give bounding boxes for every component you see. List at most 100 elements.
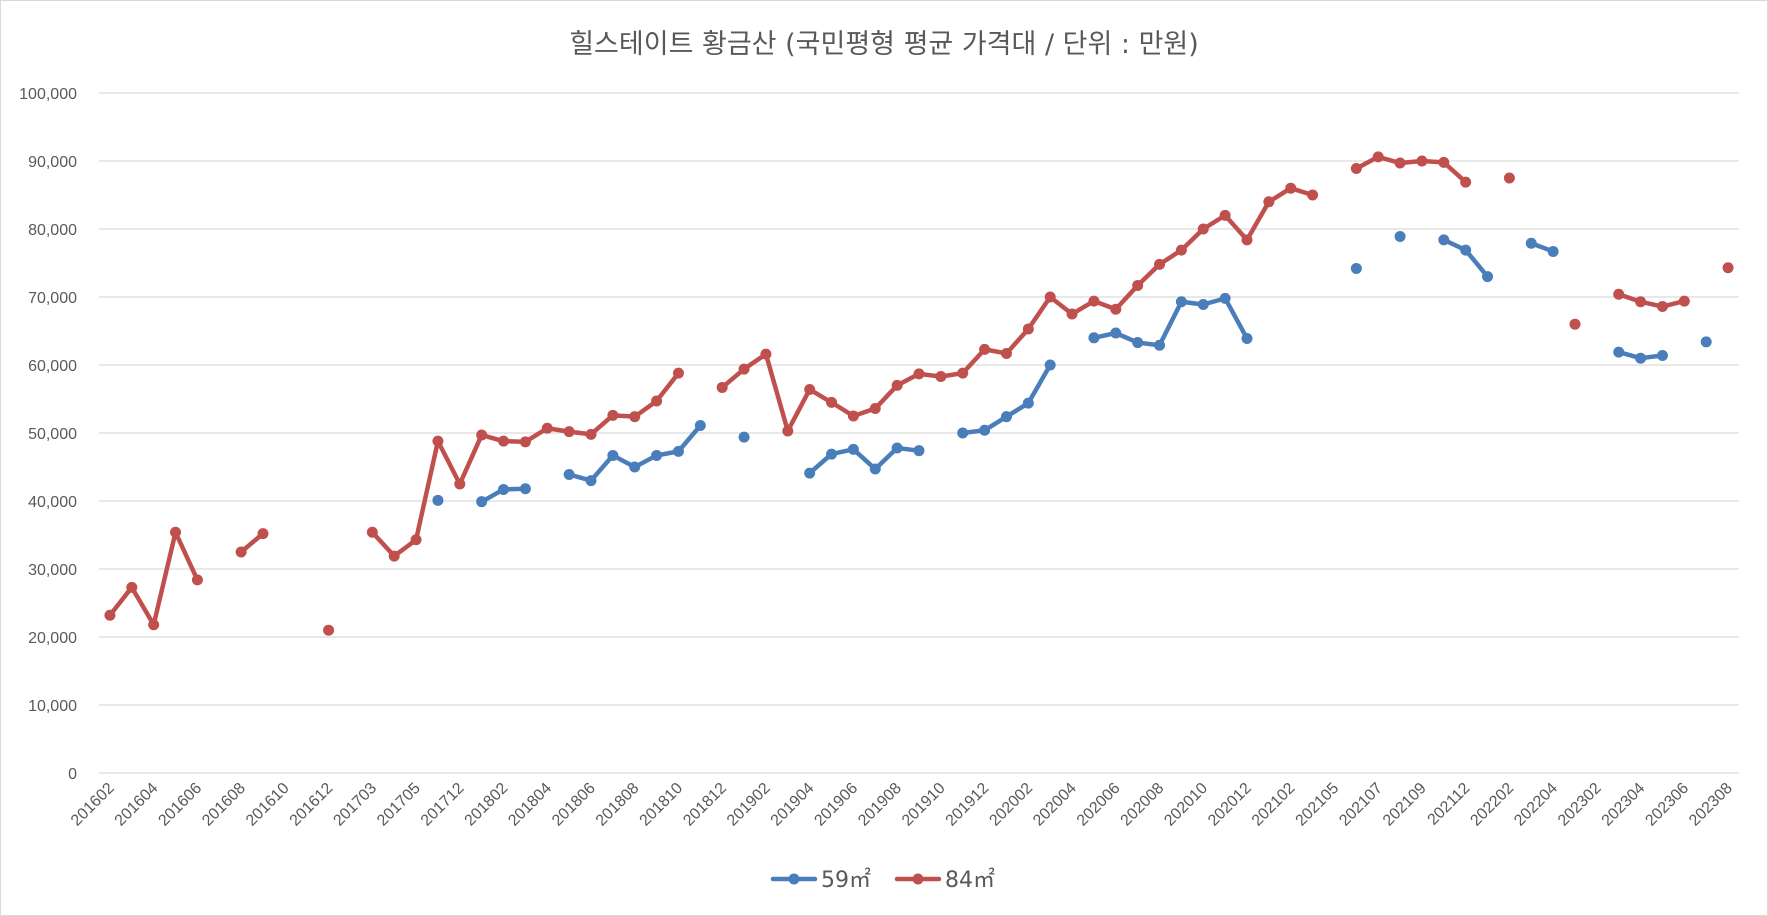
y-tick-label: 90,000 — [28, 154, 77, 171]
data-point — [1263, 196, 1275, 208]
series-line-segment — [676, 423, 703, 454]
data-point — [432, 435, 444, 447]
data-point — [1175, 244, 1187, 256]
data-point — [519, 483, 531, 495]
data-point — [826, 448, 838, 460]
data-point — [1285, 182, 1297, 194]
data-point — [1022, 323, 1034, 335]
data-point — [847, 443, 859, 455]
x-tick-label: 202306 — [1642, 780, 1692, 830]
x-tick-label: 202010 — [1161, 780, 1211, 830]
data-point — [1656, 301, 1668, 313]
data-point — [323, 624, 335, 636]
series-0 — [432, 230, 1712, 508]
y-tick-label: 70,000 — [28, 290, 77, 307]
data-point — [957, 367, 969, 379]
data-point — [1394, 230, 1406, 242]
x-tick-label: 202204 — [1511, 780, 1561, 830]
data-point — [1197, 223, 1209, 235]
series-line-segment — [763, 351, 791, 434]
data-point — [1656, 349, 1668, 361]
data-point — [410, 534, 422, 546]
series-line-segment — [413, 438, 441, 543]
data-point — [1154, 339, 1166, 351]
data-point — [935, 371, 947, 383]
data-point — [672, 367, 684, 379]
data-point — [979, 424, 991, 436]
legend-label: 59㎡ — [821, 867, 871, 893]
x-tick-label: 201612 — [287, 780, 337, 830]
x-tick-label: 202304 — [1599, 780, 1649, 830]
legend-item-1: 84㎡ — [894, 867, 995, 893]
data-point — [1569, 318, 1581, 330]
legend-item-0: 59㎡ — [770, 867, 871, 893]
x-tick-label: 201705 — [374, 780, 424, 830]
data-point — [1175, 296, 1187, 308]
data-point — [629, 411, 641, 423]
series-line-segment — [435, 438, 463, 487]
data-point — [1132, 337, 1144, 349]
series-line-segment — [1463, 247, 1490, 279]
series-line-segment — [1157, 299, 1184, 348]
series-line-segment — [1026, 294, 1053, 332]
data-point — [1613, 346, 1625, 358]
data-point — [957, 427, 969, 439]
data-point — [760, 348, 772, 360]
y-axis-tick-labels: 0 10,000 20,000 30,000 40,000 50,000 60,000 70,… — [19, 86, 77, 783]
data-point — [847, 410, 859, 422]
legend: 59㎡ 84㎡ — [770, 867, 995, 893]
x-tick-label: 201912 — [943, 780, 993, 830]
series-line-segment — [1026, 362, 1053, 406]
data-point — [1066, 308, 1078, 320]
data-point — [1088, 332, 1100, 344]
data-point — [1678, 295, 1690, 307]
x-tick-label: 201910 — [899, 780, 949, 830]
data-point — [826, 396, 838, 408]
x-tick-label: 202109 — [1380, 780, 1430, 830]
x-tick-label: 201806 — [549, 780, 599, 830]
data-point — [651, 449, 663, 461]
gridlines — [99, 92, 1739, 774]
data-point — [126, 581, 138, 593]
data-point — [1000, 411, 1012, 423]
data-point — [1394, 157, 1406, 169]
y-tick-label: 100,000 — [19, 86, 77, 103]
x-tick-label: 201712 — [418, 780, 468, 830]
data-point — [541, 422, 553, 434]
x-tick-label: 201804 — [505, 780, 555, 830]
y-tick-label: 10,000 — [28, 698, 77, 715]
data-point — [1197, 298, 1209, 310]
data-point — [1000, 347, 1012, 359]
data-point — [869, 463, 881, 475]
data-point — [607, 449, 619, 461]
data-point — [1460, 176, 1472, 188]
series-line-segment — [129, 585, 156, 628]
data-point — [716, 381, 728, 393]
x-tick-label: 202105 — [1293, 780, 1343, 830]
x-tick-label: 202006 — [1074, 780, 1124, 830]
data-point — [1372, 151, 1384, 163]
data-point — [891, 379, 903, 391]
data-point — [1722, 262, 1734, 274]
data-point — [738, 431, 750, 443]
data-point — [585, 475, 597, 487]
x-tick-label: 202202 — [1467, 780, 1517, 830]
y-tick-label: 20,000 — [28, 630, 77, 647]
data-point — [1241, 332, 1253, 344]
data-point — [170, 526, 182, 538]
data-point — [694, 420, 706, 432]
data-point — [476, 429, 488, 441]
x-tick-label: 201604 — [112, 780, 162, 830]
x-tick-label: 201608 — [199, 780, 249, 830]
x-axis-tick-labels: 2016022016042016062016082016102016122017… — [68, 780, 1736, 830]
series-1 — [104, 151, 1734, 636]
series-line-segment — [785, 387, 812, 434]
data-point — [672, 445, 684, 457]
data-point — [1482, 271, 1494, 283]
data-point — [498, 435, 510, 447]
data-point — [804, 383, 816, 395]
legend-label: 84㎡ — [945, 867, 995, 893]
x-tick-label: 202112 — [1425, 780, 1474, 829]
